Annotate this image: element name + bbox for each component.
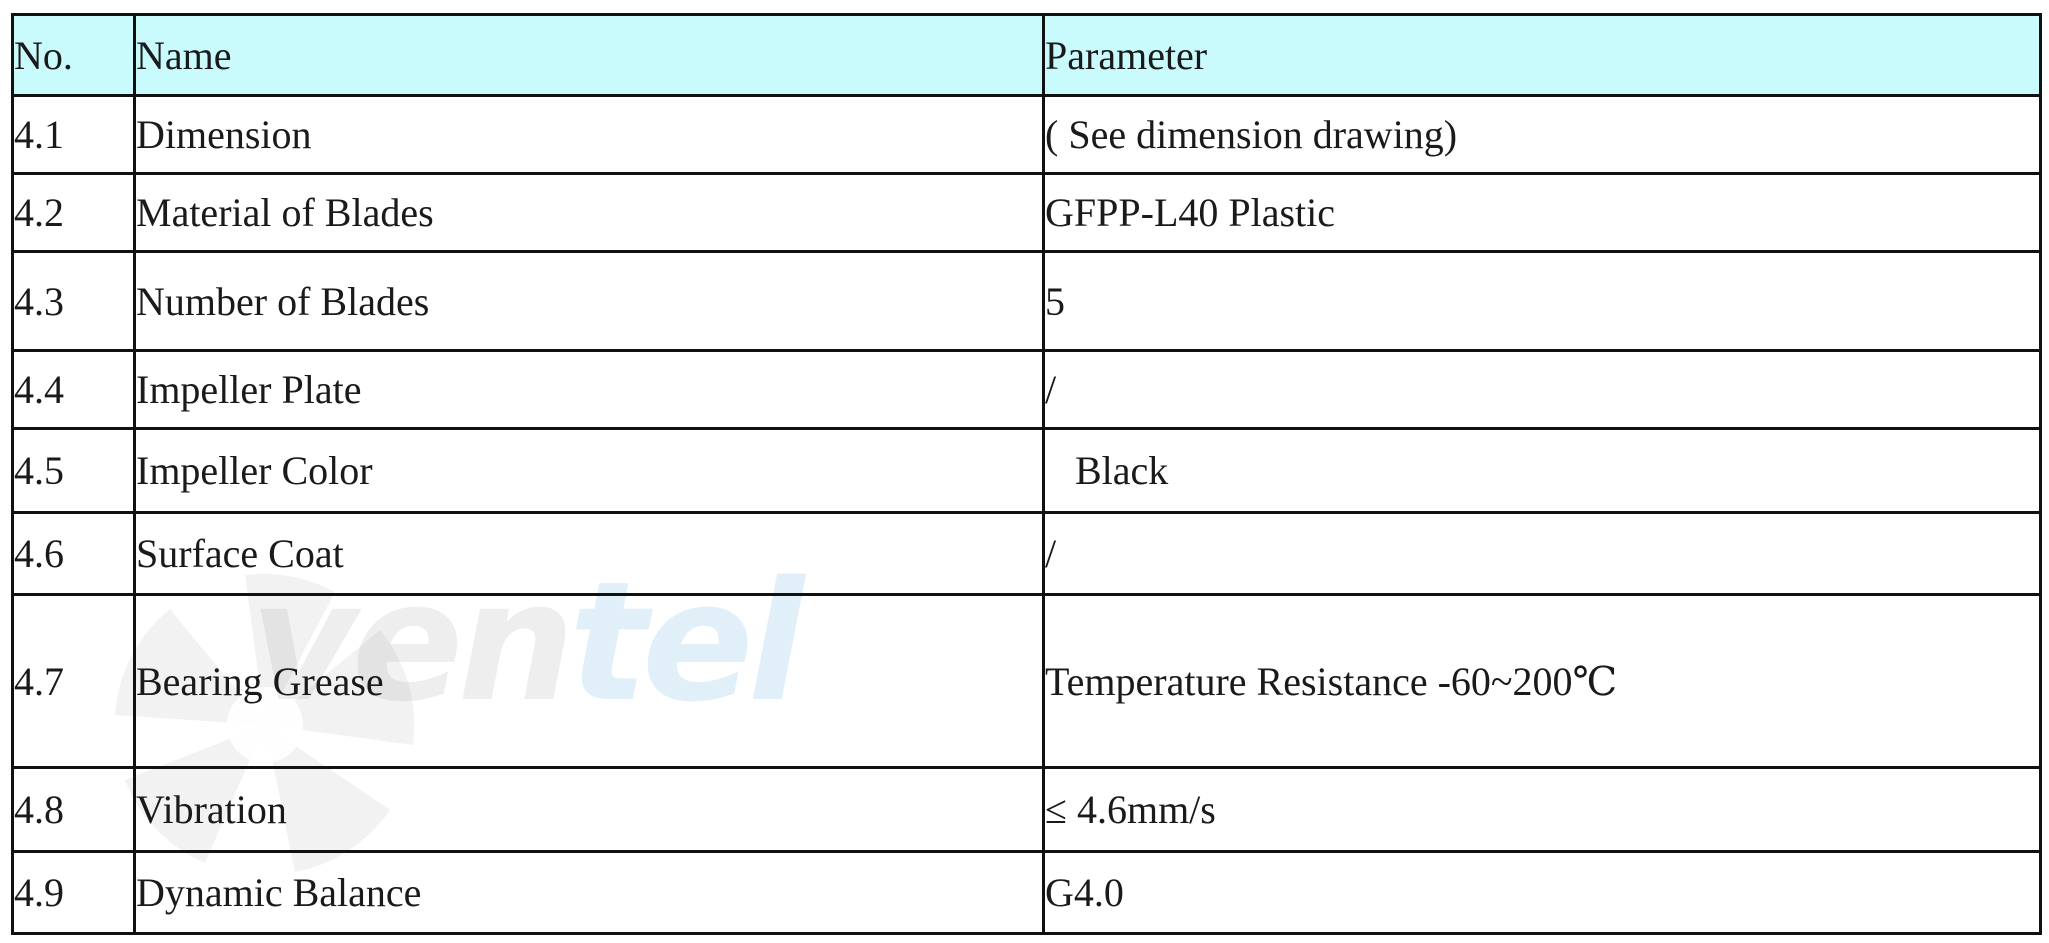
row-parameter: / (1042, 349, 2042, 430)
table-row: 4.6 Surface Coat / (11, 511, 2042, 596)
row-name: Vibration (133, 766, 1045, 853)
row-no: 4.4 (11, 349, 136, 430)
row-parameter: ( See dimension drawing) (1042, 94, 2042, 175)
table-row: 4.7 Bearing Grease Temperature Resistanc… (11, 593, 2042, 769)
table-header-row: No. Name Parameter (11, 13, 2042, 97)
row-name: Dynamic Balance (133, 850, 1045, 935)
row-no: 4.3 (11, 250, 136, 352)
row-parameter: 5 (1042, 250, 2042, 352)
specification-table: No. Name Parameter 4.1 Dimension ( See d… (11, 13, 2042, 935)
table-row: 4.9 Dynamic Balance G4.0 (11, 850, 2042, 935)
row-parameter: Temperature Resistance -60~200℃ (1042, 593, 2042, 769)
header-parameter: Parameter (1042, 13, 2042, 97)
row-parameter: Black (1042, 427, 2042, 514)
row-no: 4.1 (11, 94, 136, 175)
table-row: 4.3 Number of Blades 5 (11, 250, 2042, 352)
table-row: 4.4 Impeller Plate / (11, 349, 2042, 430)
row-no: 4.8 (11, 766, 136, 853)
row-no: 4.5 (11, 427, 136, 514)
row-name: Impeller Plate (133, 349, 1045, 430)
row-name: Surface Coat (133, 511, 1045, 596)
table-row: 4.2 Material of Blades GFPP-L40 Plastic (11, 172, 2042, 253)
row-parameter: G4.0 (1042, 850, 2042, 935)
header-no: No. (11, 13, 136, 97)
row-no: 4.7 (11, 593, 136, 769)
header-name: Name (133, 13, 1045, 97)
table-row: 4.8 Vibration ≤ 4.6mm/s (11, 766, 2042, 853)
row-no: 4.9 (11, 850, 136, 935)
row-parameter: / (1042, 511, 2042, 596)
table-row: 4.1 Dimension ( See dimension drawing) (11, 94, 2042, 175)
table-row: 4.5 Impeller Color Black (11, 427, 2042, 514)
row-name: Impeller Color (133, 427, 1045, 514)
row-name: Bearing Grease (133, 593, 1045, 769)
row-name: Number of Blades (133, 250, 1045, 352)
row-parameter: GFPP-L40 Plastic (1042, 172, 2042, 253)
row-no: 4.2 (11, 172, 136, 253)
row-no: 4.6 (11, 511, 136, 596)
row-parameter: ≤ 4.6mm/s (1042, 766, 2042, 853)
row-name: Dimension (133, 94, 1045, 175)
row-name: Material of Blades (133, 172, 1045, 253)
